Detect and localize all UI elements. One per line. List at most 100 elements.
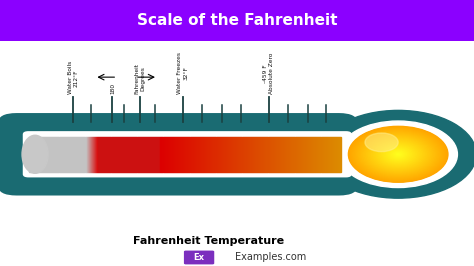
Bar bbox=[323, 137, 324, 172]
Circle shape bbox=[386, 148, 410, 161]
Bar bbox=[115, 137, 116, 172]
Bar bbox=[275, 137, 276, 172]
Bar bbox=[40, 137, 41, 172]
Bar bbox=[182, 137, 183, 172]
Bar bbox=[192, 137, 194, 172]
Bar bbox=[301, 137, 302, 172]
Bar bbox=[263, 137, 264, 172]
Bar bbox=[307, 137, 308, 172]
Bar bbox=[88, 137, 89, 172]
Bar bbox=[297, 137, 298, 172]
Circle shape bbox=[383, 146, 414, 163]
Bar bbox=[287, 137, 288, 172]
Bar bbox=[211, 137, 212, 172]
Bar bbox=[52, 137, 53, 172]
Bar bbox=[133, 137, 135, 172]
Bar bbox=[313, 137, 314, 172]
Circle shape bbox=[382, 145, 415, 164]
Bar bbox=[149, 137, 150, 172]
Bar bbox=[227, 137, 228, 172]
Bar bbox=[92, 137, 93, 172]
Bar bbox=[145, 137, 146, 172]
Bar bbox=[89, 137, 90, 172]
Bar bbox=[137, 137, 138, 172]
FancyBboxPatch shape bbox=[23, 131, 352, 177]
Bar bbox=[200, 137, 201, 172]
Bar bbox=[76, 137, 77, 172]
Bar bbox=[172, 137, 173, 172]
Bar bbox=[251, 137, 252, 172]
Bar bbox=[262, 137, 263, 172]
Circle shape bbox=[397, 154, 399, 155]
Bar bbox=[299, 137, 300, 172]
Bar bbox=[144, 137, 145, 172]
Circle shape bbox=[383, 146, 413, 163]
Bar bbox=[209, 137, 210, 172]
Bar bbox=[291, 137, 292, 172]
Bar bbox=[214, 137, 216, 172]
Bar bbox=[295, 137, 297, 172]
Bar bbox=[43, 137, 44, 172]
Bar bbox=[143, 137, 144, 172]
Bar bbox=[57, 137, 58, 172]
Bar bbox=[90, 137, 91, 172]
Bar bbox=[131, 137, 132, 172]
Bar bbox=[97, 137, 98, 172]
Bar bbox=[167, 137, 168, 172]
Bar bbox=[334, 137, 335, 172]
Bar bbox=[252, 137, 253, 172]
Bar bbox=[231, 137, 232, 172]
Bar bbox=[168, 137, 169, 172]
Circle shape bbox=[392, 151, 405, 158]
Bar bbox=[194, 137, 195, 172]
Bar bbox=[83, 137, 84, 172]
Bar bbox=[217, 137, 218, 172]
Bar bbox=[42, 137, 43, 172]
Text: Fahrenheit
Degrees: Fahrenheit Degrees bbox=[135, 63, 145, 94]
Circle shape bbox=[387, 148, 409, 160]
Circle shape bbox=[362, 134, 435, 175]
Circle shape bbox=[353, 129, 443, 180]
Bar bbox=[102, 137, 103, 172]
Bar bbox=[288, 137, 289, 172]
Bar bbox=[146, 137, 147, 172]
Circle shape bbox=[369, 138, 427, 171]
Bar bbox=[99, 137, 100, 172]
Bar bbox=[33, 137, 34, 172]
Bar bbox=[62, 137, 63, 172]
Bar bbox=[124, 137, 125, 172]
Bar bbox=[60, 137, 61, 172]
Bar bbox=[58, 137, 60, 172]
Circle shape bbox=[375, 141, 421, 167]
Bar bbox=[244, 137, 245, 172]
Circle shape bbox=[366, 137, 429, 172]
Bar bbox=[339, 137, 340, 172]
Circle shape bbox=[380, 144, 416, 164]
Bar bbox=[78, 137, 79, 172]
Bar bbox=[225, 137, 226, 172]
Bar bbox=[324, 137, 325, 172]
Bar bbox=[259, 137, 260, 172]
Bar bbox=[187, 137, 189, 172]
Bar bbox=[245, 137, 246, 172]
Circle shape bbox=[363, 135, 433, 174]
Bar bbox=[340, 137, 341, 172]
Circle shape bbox=[389, 149, 407, 159]
Bar bbox=[216, 137, 217, 172]
Bar bbox=[120, 137, 121, 172]
Bar bbox=[82, 137, 83, 172]
Bar bbox=[282, 137, 283, 172]
Bar bbox=[338, 137, 339, 172]
Bar bbox=[152, 137, 153, 172]
Bar bbox=[95, 137, 96, 172]
Bar bbox=[64, 137, 65, 172]
Bar bbox=[286, 137, 287, 172]
Bar bbox=[198, 137, 199, 172]
Bar bbox=[72, 137, 73, 172]
Bar bbox=[114, 137, 115, 172]
Bar bbox=[250, 137, 251, 172]
Bar bbox=[230, 137, 231, 172]
Bar bbox=[280, 137, 281, 172]
Bar bbox=[142, 137, 143, 172]
Bar bbox=[155, 137, 156, 172]
